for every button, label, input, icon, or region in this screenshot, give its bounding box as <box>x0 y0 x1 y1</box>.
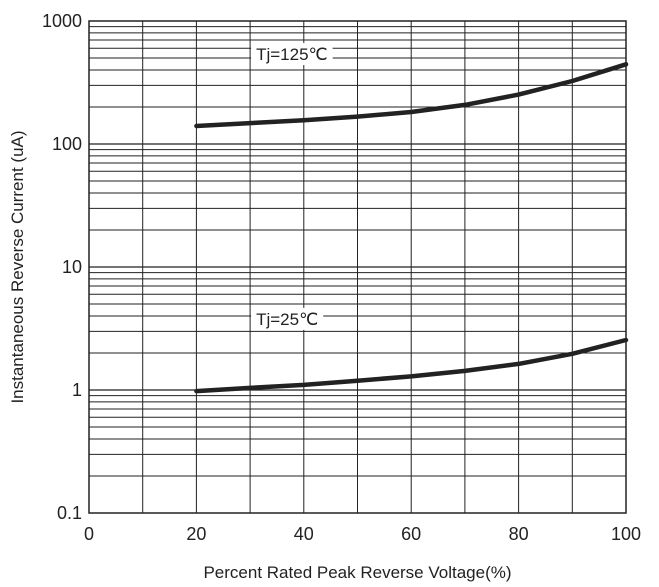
x-tick-label: 60 <box>401 524 421 544</box>
annotation-background <box>251 307 324 330</box>
y-tick-label: 10 <box>62 257 82 277</box>
y-tick-label: 1 <box>72 380 82 400</box>
series-line-0 <box>194 62 629 129</box>
series-annotation-0: Tj=125℃ <box>256 45 328 64</box>
y-axis-label: Instantaneous Reverse Current (uA) <box>8 130 27 403</box>
y-tick-label: 1000 <box>42 11 82 31</box>
annotation-background <box>251 43 333 66</box>
x-tick-label: 40 <box>294 524 314 544</box>
x-tick-label: 0 <box>84 524 94 544</box>
series-group <box>194 62 629 394</box>
series-line-1 <box>194 337 629 394</box>
y-tick-label: 0.1 <box>57 503 82 523</box>
y-tick-label: 100 <box>52 134 82 154</box>
annotations: Tj=125℃ Tj=25℃ <box>251 43 333 330</box>
x-tick-label: 100 <box>611 524 641 544</box>
series-annotation-1: Tj=25℃ <box>256 310 318 329</box>
plot-border <box>88 20 627 514</box>
grid <box>89 21 626 513</box>
x-axis-label: Percent Rated Peak Reverse Voltage(%) <box>203 563 511 582</box>
x-tick-label: 80 <box>509 524 529 544</box>
plot-frame <box>88 20 627 514</box>
x-tick-label: 20 <box>186 524 206 544</box>
tick-labels: 0 20 40 60 80 100 0.1 1 10 100 1000 <box>42 11 641 544</box>
